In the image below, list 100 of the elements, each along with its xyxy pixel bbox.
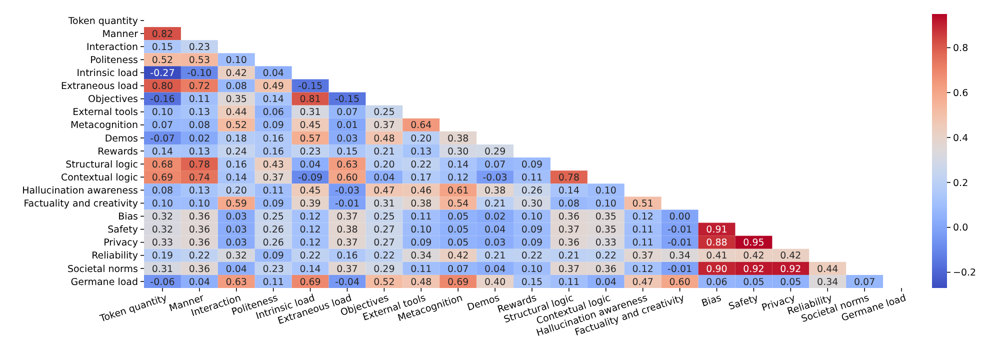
data-label: 0.09 [262,250,284,262]
data-label: 0.01 [336,120,358,132]
data-label: 0.17 [410,172,432,184]
data-label: 0.33 [595,238,616,249]
color-bar-label: 0.2 [953,178,968,189]
data-label: 0.44 [226,107,247,118]
data-label: 0.33 [152,238,174,249]
data-label: 0.04 [484,224,506,236]
data-label: 0.14 [152,146,174,158]
x-tick-label: Bias [700,292,723,310]
data-label: 0.10 [595,185,616,196]
data-label: 0.03 [226,224,247,236]
y-tick-label: Rewards [98,146,138,158]
data-label: 0.27 [374,238,395,249]
data-label: 0.91 [706,224,728,236]
data-label: 0.90 [706,264,728,275]
data-label: 0.36 [188,212,210,223]
data-label: 0.12 [448,172,469,184]
y-tick-label: External tools [72,107,138,118]
data-label: 0.09 [521,224,543,236]
data-label: 0.46 [410,185,432,196]
data-label: -0.03 [334,185,360,196]
data-label: 0.42 [780,250,802,262]
data-label: 0.08 [558,198,580,210]
data-label: 0.21 [374,146,395,158]
data-label: 0.42 [226,68,247,80]
data-label: 0.37 [336,238,358,249]
data-label: 0.10 [521,264,543,275]
data-label: 0.09 [521,159,543,170]
data-label: 0.02 [188,133,210,144]
data-label: 0.04 [374,172,395,184]
data-label: 0.31 [300,107,321,118]
y-tick-label: Metacognition [70,120,138,132]
data-label: 0.09 [262,198,284,210]
data-label: 0.14 [558,185,580,196]
data-label: 0.25 [262,212,284,223]
data-label: 0.74 [188,172,210,184]
data-label: 0.41 [706,250,728,262]
data-label: 0.80 [152,81,174,92]
data-label: 0.32 [226,250,247,262]
data-label: 0.11 [558,276,580,288]
data-label: 0.12 [300,238,321,249]
data-label: 0.10 [226,54,247,66]
data-label: 0.18 [226,133,247,144]
y-tick-label: Hallucination awareness [22,185,138,196]
data-label: 0.06 [262,107,284,118]
data-label: 0.09 [262,120,284,132]
color-bar-label: 0.0 [953,222,968,234]
data-label: 0.14 [262,94,284,106]
data-label: 0.22 [374,250,395,262]
data-label: 0.03 [226,212,247,223]
data-label: 0.24 [226,146,247,158]
data-label: 0.22 [595,250,616,262]
data-label: 0.08 [226,81,247,92]
data-label: -0.09 [298,172,323,184]
data-label: 0.47 [374,185,395,196]
data-label: 0.05 [448,224,469,236]
data-label: 0.25 [374,212,395,223]
data-label: -0.06 [150,276,175,288]
data-label: 0.37 [558,264,580,275]
y-tick-label: Privacy [104,238,138,249]
data-label: 0.20 [226,185,247,196]
data-label: 0.52 [374,276,395,288]
data-label: 0.26 [521,185,543,196]
data-label: 0.45 [300,120,321,132]
data-label: 0.21 [558,250,580,262]
data-label: 0.36 [188,264,210,275]
data-label: 0.54 [448,198,469,210]
data-label: 0.37 [374,120,395,132]
data-label: 0.07 [448,264,469,275]
data-label: 0.05 [780,276,802,288]
data-label: 0.11 [632,238,654,249]
data-label: 0.47 [632,276,654,288]
data-label: 0.12 [632,212,654,223]
data-label: -0.16 [150,94,175,106]
data-label: 0.26 [262,224,284,236]
data-label: 0.15 [152,42,174,53]
data-label: 0.23 [300,146,321,158]
data-label: 0.08 [188,120,210,132]
data-label: 0.37 [336,264,358,275]
y-tick-label: Factuality and creativity [24,198,138,210]
data-label: 0.10 [521,212,543,223]
data-label: 0.60 [669,276,690,288]
data-label: 0.92 [743,264,764,275]
data-label: 0.15 [336,146,358,158]
data-label: 0.31 [374,198,395,210]
data-label: -0.01 [668,264,692,275]
data-label: 0.29 [374,264,395,275]
data-label: 0.42 [448,250,469,262]
data-label: 0.52 [226,120,247,132]
data-label: 0.36 [188,224,210,236]
data-label: 0.14 [448,159,469,170]
data-label: 0.11 [410,212,432,223]
data-label: 0.22 [410,159,432,170]
y-tick-label: Manner [102,28,138,40]
data-label: 0.19 [152,250,174,262]
data-label: 0.03 [226,238,247,249]
data-label: 0.38 [336,224,358,236]
data-label: 0.92 [780,264,802,275]
y-tick-label: Intrinsic load [76,68,138,80]
